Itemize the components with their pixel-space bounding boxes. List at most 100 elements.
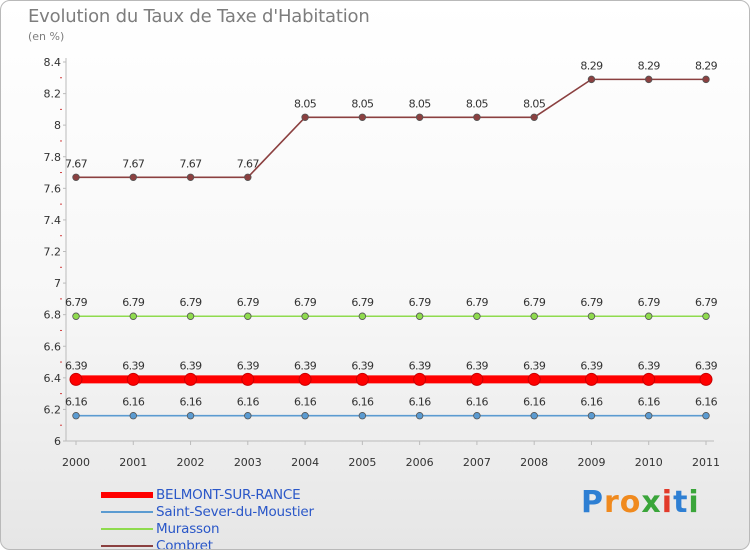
logo-letter: i (661, 485, 674, 520)
logo-letter: x (641, 485, 662, 520)
legend-label: Combret (156, 538, 213, 550)
data-point (587, 75, 596, 84)
data-point (72, 173, 80, 181)
y-tick-label: 8.2 (44, 88, 62, 101)
data-point (415, 412, 424, 420)
data-point (129, 312, 137, 320)
data-point (72, 412, 80, 420)
x-tick-label: 2007 (463, 456, 491, 469)
data-label: 7.67 (65, 157, 88, 170)
data-label: 6.79 (237, 296, 260, 309)
y-tick-label: 6 (54, 435, 61, 448)
x-tick-label: 2000 (62, 456, 90, 469)
legend-swatch (101, 528, 153, 530)
data-label: 6.16 (237, 396, 260, 409)
data-label: 7.67 (179, 157, 202, 170)
legend-label: Murasson (156, 521, 220, 537)
data-label: 8.29 (580, 59, 603, 72)
data-point (413, 372, 427, 386)
x-tick-label: 2002 (177, 456, 205, 469)
x-tick-label: 2003 (234, 456, 262, 469)
x-tick-label: 2008 (520, 456, 548, 469)
y-tick-label: 7.8 (44, 151, 62, 164)
data-label: 6.39 (179, 359, 202, 372)
data-point (473, 412, 481, 420)
data-point (530, 113, 538, 121)
data-label: 6.16 (466, 396, 489, 409)
data-label: 6.16 (122, 396, 145, 409)
data-point (298, 372, 312, 386)
data-label: 6.16 (580, 396, 603, 409)
data-point (645, 412, 653, 420)
x-tick-label: 2010 (635, 456, 663, 469)
data-point (241, 372, 255, 386)
data-label: 6.79 (523, 296, 546, 309)
data-label: 6.79 (466, 296, 489, 309)
logo-letter: i (688, 485, 700, 520)
data-point (186, 412, 195, 420)
data-point (587, 312, 596, 320)
y-tick-label: 7.6 (44, 182, 62, 195)
data-point (415, 312, 424, 320)
data-point (129, 173, 137, 181)
data-label: 6.39 (466, 359, 489, 372)
data-point (186, 173, 195, 181)
data-label: 6.39 (638, 359, 661, 372)
data-label: 6.79 (695, 296, 718, 309)
series-line-combret (75, 78, 707, 179)
data-point (527, 372, 541, 386)
y-tick-label: 6.2 (44, 403, 62, 416)
data-label: 6.16 (695, 396, 718, 409)
data-point (69, 372, 83, 386)
data-point (355, 372, 369, 386)
data-point (126, 372, 140, 386)
logo-letter: t (673, 485, 689, 520)
data-point (72, 312, 80, 320)
x-tick-label: 2009 (577, 456, 605, 469)
data-point (358, 113, 367, 121)
data-label: 6.39 (351, 359, 374, 372)
data-label: 6.79 (580, 296, 603, 309)
data-point (301, 412, 309, 420)
chart-title: Evolution du Taux de Taxe d'Habitation (28, 6, 370, 27)
data-label: 6.39 (523, 359, 546, 372)
data-point (702, 312, 710, 320)
logo-letter: r (604, 485, 620, 520)
data-point (473, 312, 481, 320)
data-label: 6.16 (523, 396, 546, 409)
data-label: 6.39 (237, 359, 260, 372)
data-point (244, 412, 252, 420)
data-label: 8.05 (351, 97, 374, 110)
legend-label: Saint-Sever-du-Moustier (156, 504, 314, 520)
data-point (702, 75, 710, 84)
data-label: 6.79 (638, 296, 661, 309)
logo-letter: o (619, 485, 642, 520)
data-label: 6.79 (179, 296, 202, 309)
data-point (473, 113, 481, 121)
data-label: 6.16 (351, 396, 374, 409)
legend-swatch (101, 545, 153, 547)
data-label: 6.16 (409, 396, 432, 409)
x-tick-label: 2005 (348, 456, 376, 469)
data-point (358, 412, 367, 420)
x-tick-label: 2004 (291, 456, 319, 469)
data-point (244, 312, 252, 320)
data-point (301, 312, 309, 320)
data-label: 6.39 (294, 359, 317, 372)
data-label: 8.29 (638, 59, 661, 72)
data-label: 8.05 (294, 97, 317, 110)
data-point (530, 412, 538, 420)
x-tick-label: 2011 (692, 456, 720, 469)
data-label: 7.67 (122, 157, 145, 170)
data-label: 8.05 (466, 97, 489, 110)
y-tick-label: 7.4 (44, 214, 62, 227)
data-label: 6.39 (580, 359, 603, 372)
legend-label: BELMONT-SUR-RANCE (156, 487, 301, 503)
data-point (129, 412, 137, 420)
data-label: 6.39 (409, 359, 432, 372)
legend-swatch (101, 492, 153, 498)
data-point (470, 372, 484, 386)
y-tick-label: 6.4 (44, 372, 62, 385)
data-label: 6.39 (695, 359, 718, 372)
